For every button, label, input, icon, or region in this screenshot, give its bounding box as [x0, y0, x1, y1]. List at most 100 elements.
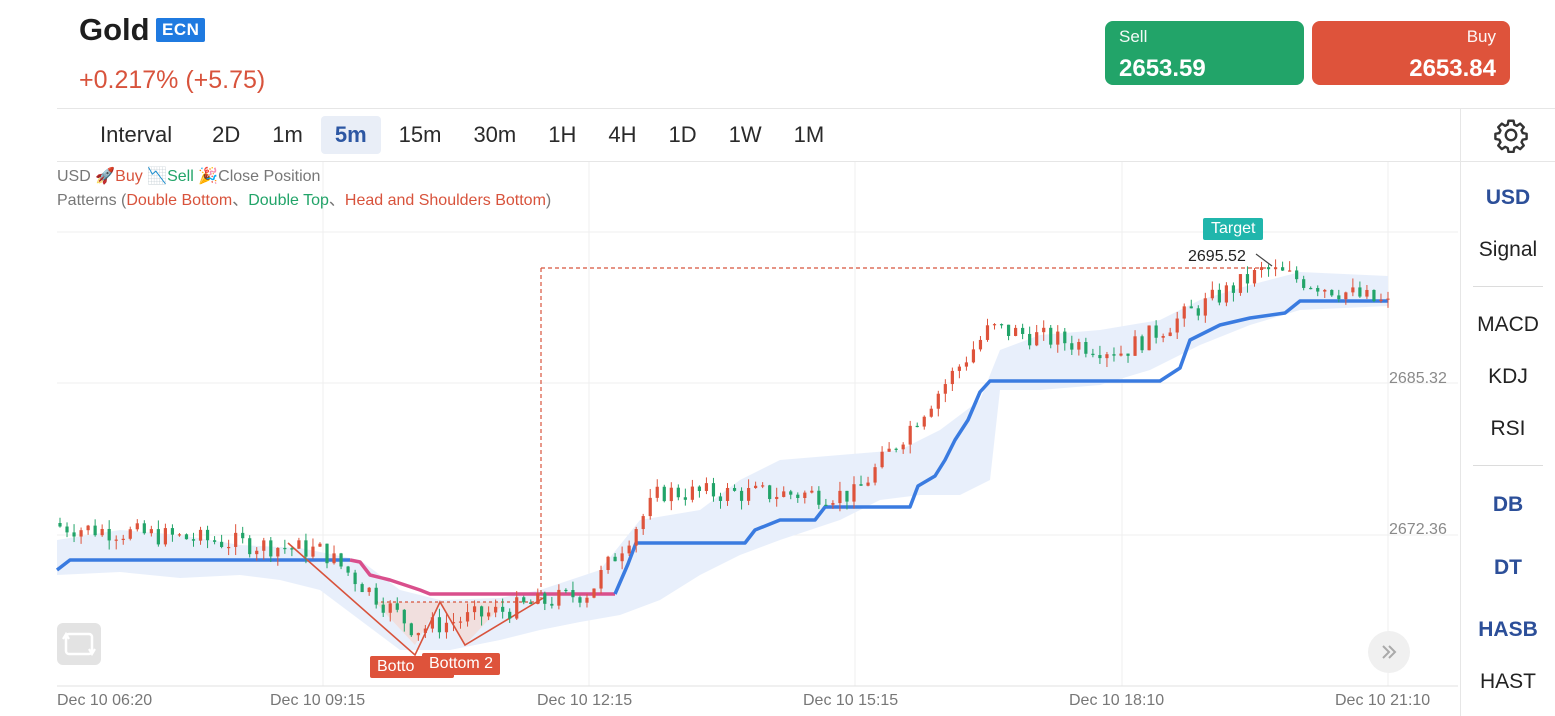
candle-body: [1245, 274, 1250, 284]
sidebar-item-hasb[interactable]: HASB: [1478, 618, 1538, 641]
candle-body: [1077, 341, 1081, 350]
interval-1m[interactable]: 1m: [272, 122, 303, 147]
candle-body: [1042, 327, 1046, 333]
pattern-separator: 、: [232, 192, 249, 209]
sidebar-item-db[interactable]: DB: [1492, 493, 1524, 516]
chart-legend: USD 🚀Buy 📉Sell 🎉Close Position: [57, 166, 320, 186]
target-projection: [540, 267, 1268, 600]
rocket-icon: 🚀: [95, 168, 116, 185]
candle-body: [135, 523, 139, 530]
candle-body: [634, 529, 638, 546]
candle-body: [465, 612, 470, 622]
candle-body: [128, 529, 132, 539]
sidebar-item-rsi[interactable]: RSI: [1490, 417, 1526, 440]
candle-body: [479, 606, 484, 617]
candle-body: [1091, 353, 1095, 356]
interval-15m[interactable]: 15m: [398, 122, 442, 147]
interval-30m[interactable]: 30m: [473, 122, 517, 147]
candle-body: [1379, 299, 1383, 301]
candle-body: [58, 523, 62, 527]
chart-down-icon: 📉: [147, 168, 168, 185]
candle-body: [754, 485, 758, 489]
candle-body: [543, 593, 547, 604]
candle-body: [1266, 267, 1271, 270]
candle-body: [1147, 325, 1151, 351]
candle-body: [1161, 335, 1165, 338]
candle-body: [346, 566, 350, 573]
candle-body: [212, 540, 217, 542]
candle-body: [458, 621, 463, 623]
sidebar-item-usd[interactable]: USD: [1485, 186, 1531, 209]
candle-body: [437, 617, 442, 633]
candle-body: [79, 530, 83, 537]
sidebar-item-kdj[interactable]: KDJ: [1488, 365, 1528, 388]
price-chart[interactable]: [0, 162, 1460, 716]
candle-body: [992, 324, 997, 326]
candle-body: [929, 408, 933, 417]
candle-body: [409, 623, 413, 636]
sidebar-item-macd[interactable]: MACD: [1477, 313, 1539, 336]
sidebar-item-dt[interactable]: DT: [1494, 556, 1522, 579]
candle-body: [367, 587, 371, 593]
candle-body: [936, 393, 940, 409]
candle-body: [1337, 295, 1341, 300]
candle-body: [978, 339, 983, 350]
candle-body: [381, 604, 385, 613]
interval-2d[interactable]: 2D: [212, 122, 241, 147]
candle-body: [1273, 267, 1278, 270]
candle-body: [1351, 287, 1355, 293]
interval-1d[interactable]: 1D: [668, 122, 697, 147]
candle-body: [1168, 332, 1172, 336]
interval-1w[interactable]: 1W: [728, 122, 762, 147]
candle-body: [1182, 306, 1186, 319]
candle-body: [894, 448, 898, 450]
candle-body: [655, 486, 659, 498]
candle-body: [107, 528, 111, 541]
gear-icon[interactable]: [1493, 117, 1529, 153]
candle-body: [768, 485, 772, 500]
candle-body: [290, 548, 294, 550]
candle-body: [1063, 331, 1067, 344]
interval-4h[interactable]: 4H: [608, 122, 637, 147]
candle-body: [416, 632, 420, 636]
candle-body: [711, 483, 716, 497]
candle-body: [901, 444, 905, 450]
candle-body: [564, 589, 568, 592]
interval-5m[interactable]: 5m: [320, 116, 381, 154]
candle-body: [156, 529, 160, 545]
interval-1h[interactable]: 1H: [548, 122, 577, 147]
candle-body: [423, 628, 427, 633]
interval-1mo[interactable]: 1M: [793, 122, 825, 147]
sell-button[interactable]: Sell 2653.59: [1105, 21, 1304, 85]
candlesticks: [58, 259, 1390, 641]
candle-body: [65, 526, 69, 533]
chart-grid: [57, 162, 1458, 687]
candle-body: [304, 540, 308, 557]
interval-bar: Interval 2D 1m 5m 15m 30m 1H 4H 1D 1W 1M: [80, 116, 842, 154]
candle-body: [606, 556, 610, 570]
candle-body: [1126, 353, 1130, 356]
candle-body: [880, 451, 884, 468]
sidebar-item-hast[interactable]: HAST: [1479, 670, 1536, 693]
candle-body: [852, 484, 856, 502]
candle-body: [1006, 324, 1011, 336]
candle-body: [1035, 332, 1039, 346]
trend-line-bearish: [349, 558, 615, 596]
scroll-to-latest-icon[interactable]: [1367, 630, 1411, 674]
candle-body: [1119, 353, 1123, 356]
candle-body: [1203, 298, 1207, 316]
candle-body: [873, 467, 877, 483]
candle-body: [227, 546, 231, 549]
sidebar-item-signal[interactable]: Signal: [1478, 238, 1538, 261]
candle-body: [627, 545, 631, 554]
candle-body: [472, 606, 477, 613]
buy-button[interactable]: Buy 2653.84: [1312, 21, 1510, 85]
candle-body: [683, 497, 687, 500]
candle-body: [501, 606, 505, 612]
candle-body: [360, 584, 364, 593]
instrument-title: Gold: [79, 12, 150, 47]
candle-body: [184, 534, 189, 540]
target-tag: Target: [1203, 218, 1264, 240]
pattern-separator: 、: [328, 192, 345, 209]
fullscreen-toggle-icon[interactable]: [56, 622, 102, 666]
